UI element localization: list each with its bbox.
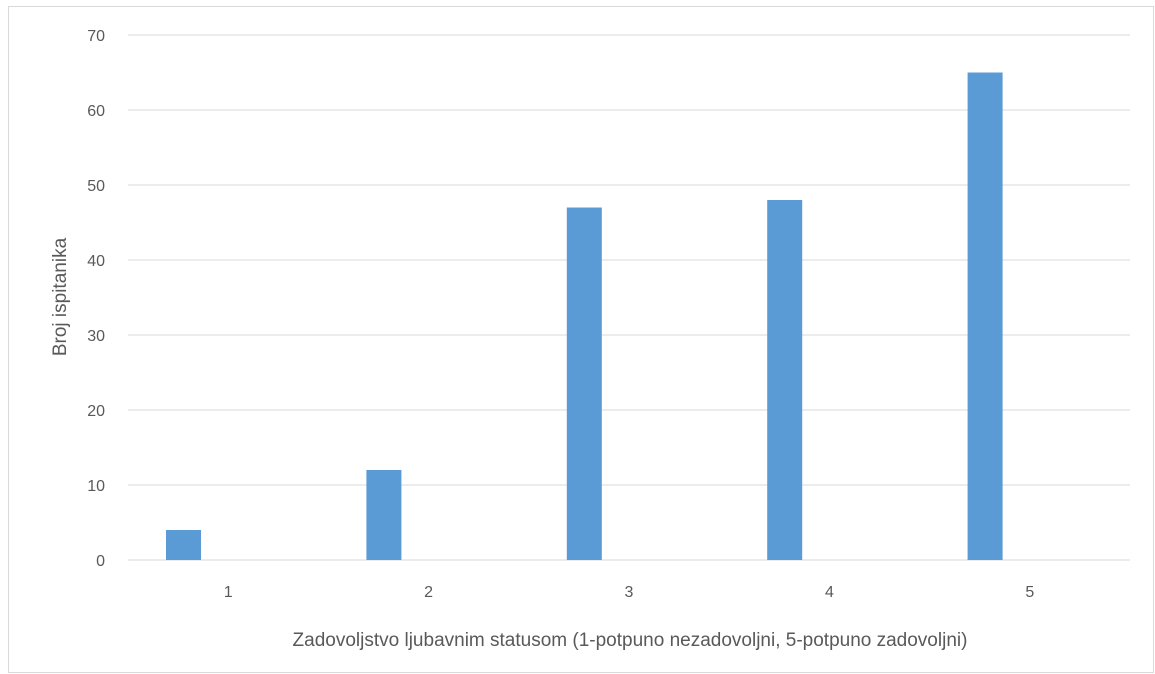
bar-4 (767, 200, 803, 560)
y-axis-title: Broj ispitanika (50, 237, 71, 356)
x-tick-label: 5 (1025, 584, 1034, 601)
x-tick-labels: 1 2 3 4 5 (224, 584, 1035, 601)
bar-1 (166, 530, 201, 560)
bar-5 (967, 72, 1003, 560)
y-tick-label: 30 (87, 328, 105, 345)
x-tick-label: 1 (224, 584, 233, 601)
y-tick-labels: 0 10 20 30 40 50 60 70 (87, 28, 105, 570)
y-tick-label: 0 (96, 553, 105, 570)
gridlines (128, 34, 1130, 561)
bars (166, 72, 1003, 560)
y-tick-label: 40 (87, 253, 105, 270)
bar-3 (566, 207, 602, 560)
x-tick-label: 4 (825, 584, 834, 601)
y-tick-label: 20 (87, 403, 105, 420)
bar-2 (366, 470, 402, 560)
y-tick-label: 70 (87, 28, 105, 45)
y-tick-label: 60 (87, 103, 105, 120)
y-tick-label: 10 (87, 478, 105, 495)
x-tick-label: 3 (625, 584, 634, 601)
y-tick-label: 50 (87, 178, 105, 195)
x-tick-label: 2 (424, 584, 433, 601)
x-axis-title: Zadovoljstvo ljubavnim statusom (1-potpu… (293, 630, 968, 651)
